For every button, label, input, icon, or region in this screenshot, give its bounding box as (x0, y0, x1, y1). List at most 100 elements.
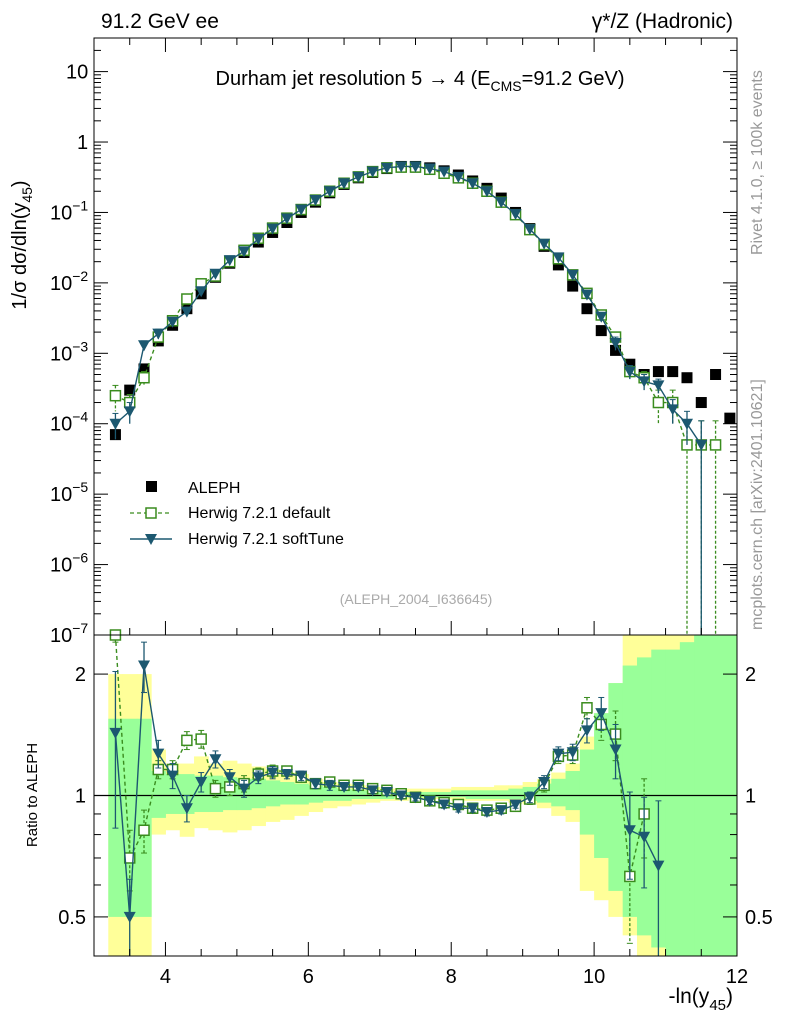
ratio-panel: 0.5 0.51 12 24 6 8 10 12 Ratio to ALEPH -ln(y45… (24, 38, 773, 1014)
softtune-point (552, 252, 565, 264)
softtune-point (580, 289, 593, 301)
softtune-point (166, 316, 179, 328)
softtune-point (652, 380, 665, 392)
softtune-point (495, 197, 508, 209)
softtune-point (138, 340, 151, 352)
ratio-softtune-point (323, 780, 336, 792)
ratio-softtune-point (423, 795, 436, 807)
ratio-band-1sigma (651, 649, 667, 948)
legend-label-softtune: Herwig 7.2.1 softTune (188, 531, 344, 548)
softtune-point (295, 204, 308, 216)
softtune-point (666, 404, 679, 416)
ratio-softtune-point (395, 790, 408, 802)
softtune-point (423, 163, 436, 175)
xlabel-part-c: ) (726, 985, 733, 1008)
aleph-point (710, 369, 722, 381)
ratio-band-1sigma (251, 778, 266, 809)
ratio-band-1sigma (422, 792, 438, 798)
ratio-softtune-point (138, 660, 151, 672)
ratio-softtune-point (366, 785, 379, 797)
main-y-axis: 10−7 10−6 10−5 10−4 10−3 10−2 10−1 1 10 (50, 49, 737, 647)
softtune-point (409, 161, 422, 173)
main-y-label: 1/σ dσ/dln(y45) (9, 180, 35, 309)
ratio-softtune-point (109, 727, 122, 739)
ratio-default-point (181, 734, 193, 747)
softtune-point (366, 166, 379, 178)
x-tick-label: 12 (726, 966, 748, 988)
ratio-y-tick-label: 2 (75, 664, 86, 686)
default-point (109, 389, 122, 402)
y-tick-label: 10−4 (50, 409, 88, 436)
header-right-label: γ*/Z (Hadronic) (592, 10, 733, 33)
ratio-softtune-point (309, 778, 322, 790)
aleph-point (581, 303, 593, 315)
x-axis-label: -ln(y45) (668, 985, 733, 1014)
ratio-band-1sigma (322, 786, 338, 801)
aleph-point (567, 280, 579, 292)
ratio-softtune-point (566, 747, 579, 759)
ratio-band-1sigma (679, 642, 695, 956)
ratio-band-1sigma (265, 780, 281, 807)
ratio-band-1sigma (294, 783, 309, 805)
x-tick-label: 10 (583, 966, 605, 988)
ratio-y-label: Ratio to ALEPH (24, 743, 41, 847)
ratio-softtune-point (480, 807, 493, 819)
softtune-point (266, 223, 279, 235)
aleph-point (724, 412, 736, 424)
softtune-point (352, 171, 365, 183)
ratio-band-1sigma (479, 790, 495, 800)
softtune-point (695, 439, 708, 451)
ratio-band-1sigma (436, 792, 452, 798)
softtune-point (380, 162, 393, 174)
legend-marker-softtune (145, 534, 157, 545)
title-sub: CMS (491, 78, 522, 94)
ratio-softtune-point (652, 860, 665, 872)
aleph-point (681, 372, 693, 384)
y-tick-label: 10−2 (50, 268, 88, 295)
series-line (114, 165, 702, 446)
y-tick-label: 10−3 (50, 338, 88, 365)
softtune-point (195, 286, 208, 298)
mcplots-label: mcplots.cern.ch [arXiv:2401.10621] (749, 379, 766, 630)
softtune-point (509, 209, 522, 221)
xlabel-part-a: -ln(y (668, 985, 709, 1008)
y-tick-label: 10−1 (50, 197, 88, 224)
softtune-point (595, 311, 608, 323)
softtune-point (280, 213, 293, 225)
ylabel-sub: 45 (19, 187, 35, 203)
aleph-point (624, 358, 636, 370)
ratio-softtune-point (580, 725, 593, 737)
ratio-softtune-point (538, 777, 551, 789)
ratio-softtune-point (195, 777, 208, 789)
ratio-softtune-point (523, 792, 536, 804)
ratio-y-tick-label-right: 1 (745, 786, 756, 808)
ratio-softtune-point (166, 770, 179, 782)
ratio-softtune-point (238, 783, 251, 795)
ratio-band-1sigma (279, 782, 295, 805)
main-title: Durham jet resolution 5 → 4 (ECMS=91.2 Ge… (216, 68, 625, 94)
x-tick-label: 8 (446, 966, 457, 988)
ratio-softtune-point (338, 781, 351, 793)
series-line (115, 166, 716, 446)
ratio-softtune-point (152, 748, 165, 760)
softtune-point (180, 306, 193, 318)
y-tick-label: 1 (77, 132, 88, 154)
ratio-softtune-point (595, 708, 608, 720)
header-left-label: 91.2 GeV ee (101, 10, 219, 33)
softtune-point (466, 178, 479, 190)
title-part-c: =91.2 GeV) (522, 68, 625, 90)
default-point (138, 371, 150, 384)
softtune-point (109, 418, 122, 430)
softtune-point (523, 224, 536, 236)
softtune-point (338, 178, 351, 190)
softtune-point (680, 418, 693, 430)
default-point (709, 439, 722, 451)
ratio-y-tick-label: 0.5 (58, 907, 86, 929)
x-tick-label: 4 (160, 966, 171, 988)
y-tick-label: 10 (66, 62, 88, 84)
aleph-point (595, 325, 607, 337)
main-series (109, 160, 736, 635)
softtune-point (123, 406, 136, 418)
ylabel-part-a: 1/σ dσ/dln(y (9, 203, 31, 310)
